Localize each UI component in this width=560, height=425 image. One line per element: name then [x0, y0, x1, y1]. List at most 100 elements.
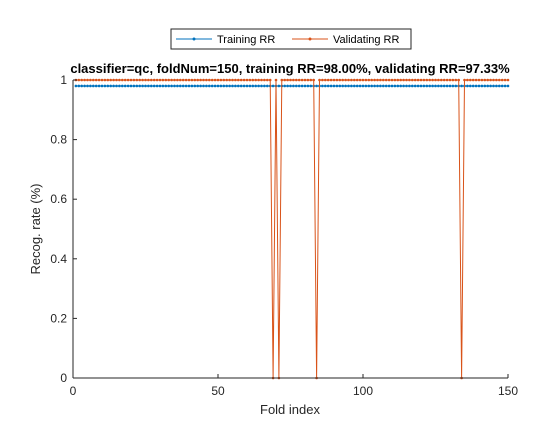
data-point	[402, 84, 405, 88]
data-point	[179, 84, 182, 88]
data-point	[123, 78, 127, 82]
data-point	[347, 78, 350, 82]
data-point	[213, 78, 217, 82]
data-point	[100, 78, 104, 82]
data-point	[442, 84, 446, 88]
data-point	[355, 78, 359, 82]
data-point	[126, 78, 130, 82]
data-point	[466, 84, 469, 88]
data-point	[231, 84, 234, 88]
legend-box	[170, 28, 412, 50]
data-point	[179, 78, 182, 82]
data-point	[503, 78, 507, 82]
data-point	[89, 78, 92, 82]
data-point	[234, 84, 237, 88]
data-point	[367, 78, 371, 82]
data-point	[141, 84, 144, 88]
data-point	[94, 78, 98, 82]
data-point	[503, 84, 507, 88]
data-point	[393, 84, 397, 88]
data-point	[361, 84, 365, 88]
data-point	[109, 78, 112, 82]
data-point	[329, 84, 333, 88]
data-point	[405, 84, 408, 88]
data-point	[196, 78, 199, 82]
data-point	[103, 84, 107, 88]
data-point	[210, 84, 214, 88]
data-point	[213, 84, 217, 88]
data-point	[353, 84, 356, 88]
data-point	[300, 78, 304, 82]
data-point	[129, 78, 133, 82]
data-point	[370, 78, 374, 82]
data-point	[303, 78, 307, 82]
data-point	[251, 78, 255, 82]
data-point	[196, 84, 199, 88]
data-point	[92, 78, 95, 82]
data-point	[77, 84, 81, 88]
data-point	[486, 84, 490, 88]
data-point	[419, 84, 423, 88]
series-line	[75, 79, 508, 379]
data-point	[161, 84, 165, 88]
data-point	[219, 84, 223, 88]
data-point	[167, 78, 170, 82]
data-point	[326, 84, 330, 88]
data-point	[318, 78, 321, 82]
data-point	[419, 78, 423, 82]
data-point	[283, 78, 287, 82]
y-tick-label: 0.2	[50, 311, 67, 325]
data-point	[300, 84, 304, 88]
data-point	[176, 78, 179, 82]
data-point	[225, 84, 228, 88]
data-point	[254, 84, 257, 88]
data-point	[135, 84, 139, 88]
x-tick-label: 100	[353, 384, 373, 398]
data-point	[469, 84, 472, 88]
data-point	[422, 84, 426, 88]
data-point	[332, 78, 336, 82]
data-point	[306, 78, 310, 82]
axes: 0 50 100 150 0 0.2 0.4 0.6 0.8 1	[50, 73, 518, 398]
data-point	[437, 78, 440, 82]
x-tick-label: 0	[70, 384, 77, 398]
data-point	[498, 84, 501, 88]
data-point	[448, 78, 452, 82]
y-tick-label: 1	[60, 73, 67, 87]
data-point	[463, 78, 466, 82]
data-point	[471, 78, 475, 82]
data-point	[411, 78, 414, 82]
legend: Training RR Validating RR	[170, 28, 412, 50]
data-point	[147, 78, 150, 82]
data-point	[297, 78, 301, 82]
data-point	[474, 84, 478, 88]
data-point	[248, 84, 252, 88]
data-point	[80, 84, 83, 88]
legend-label: Validating RR	[333, 34, 399, 46]
y-tick-label: 0.8	[50, 133, 67, 147]
data-point	[132, 78, 136, 82]
data-point	[393, 78, 397, 82]
data-point	[135, 78, 139, 82]
legend-marker	[308, 37, 312, 41]
data-point	[344, 78, 347, 82]
data-point	[280, 78, 284, 82]
data-point	[155, 84, 159, 88]
data-point	[376, 84, 379, 88]
data-point	[138, 78, 141, 82]
data-point	[321, 78, 324, 82]
data-point	[324, 84, 327, 88]
data-point	[86, 84, 89, 88]
data-point	[390, 78, 394, 82]
data-point	[341, 84, 345, 88]
legend-marker	[192, 37, 196, 41]
data-point	[193, 84, 197, 88]
data-point	[506, 78, 510, 82]
data-point	[257, 84, 260, 88]
data-point	[187, 84, 191, 88]
data-point	[451, 84, 455, 88]
data-point	[74, 84, 78, 88]
series-layer	[74, 78, 510, 380]
data-point	[500, 78, 504, 82]
